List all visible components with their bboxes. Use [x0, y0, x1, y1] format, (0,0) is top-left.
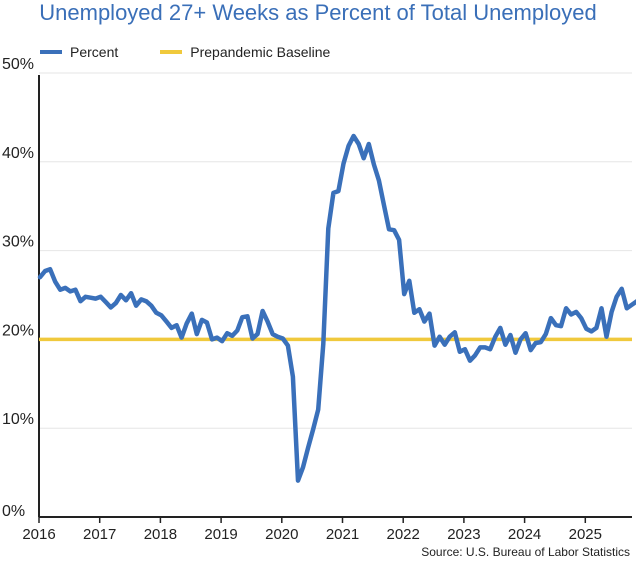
chart-title: Unemployed 27+ Weeks as Percent of Total…: [39, 0, 597, 25]
legend-swatch-percent: [40, 50, 62, 54]
x-tick-label: 2024: [508, 526, 541, 543]
x-tick-label: 2016: [22, 526, 55, 543]
x-tick-label: 2017: [83, 526, 116, 543]
x-tick-label: 2023: [447, 526, 480, 543]
legend-item-percent: Percent: [40, 44, 118, 60]
x-tick-label: 2021: [326, 526, 359, 543]
legend-label: Percent: [70, 44, 119, 60]
legend: Percent Prepandemic Baseline: [40, 44, 372, 60]
x-tick-label: 2022: [387, 526, 420, 543]
legend-item-baseline: Prepandemic Baseline: [160, 44, 330, 60]
y-tick-label: 10%: [2, 411, 34, 428]
y-tick-label: 20%: [2, 322, 34, 339]
x-tick-label: 2025: [569, 526, 602, 543]
legend-label: Prepandemic Baseline: [190, 44, 331, 60]
x-tick-label: 2018: [144, 526, 177, 543]
source-note: Source: U.S. Bureau of Labor Statistics: [421, 545, 630, 559]
x-tick-label: 2019: [204, 526, 237, 543]
y-tick-label: 0%: [2, 503, 25, 520]
y-tick-label: 40%: [2, 145, 34, 162]
y-tick-label: 50%: [2, 56, 34, 73]
percent-series-line: [37, 133, 636, 483]
y-tick-label: 30%: [2, 234, 34, 251]
legend-swatch-baseline: [160, 50, 183, 54]
x-tick-label: 2020: [265, 526, 298, 543]
